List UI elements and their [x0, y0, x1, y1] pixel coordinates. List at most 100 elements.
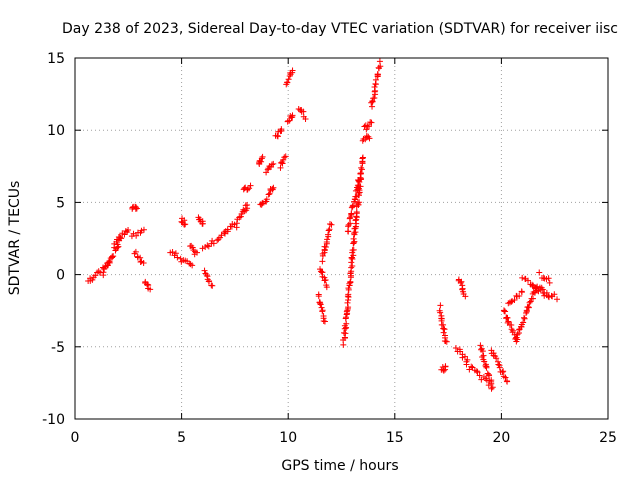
data-point [317, 301, 324, 308]
chart-title: Day 238 of 2023, Sidereal Day-to-day VTE… [62, 21, 618, 37]
data-point [442, 363, 449, 370]
data-point [344, 293, 351, 300]
data-point [302, 116, 309, 123]
x-axis-label: GPS time / hours [281, 458, 398, 474]
data-point [358, 166, 365, 173]
data-point [476, 372, 483, 379]
data-point [246, 185, 253, 192]
data-point [264, 166, 271, 173]
data-point [479, 348, 486, 355]
data-point [344, 299, 351, 306]
y-tick-label: 10 [47, 123, 65, 139]
data-point [499, 369, 506, 376]
data-point [237, 213, 244, 220]
data-point [289, 112, 296, 119]
data-point [199, 220, 206, 227]
data-point [462, 293, 469, 300]
data-point [343, 320, 350, 327]
data-point [341, 329, 348, 336]
data-point [488, 380, 495, 387]
data-point [437, 302, 444, 309]
data-point [342, 314, 349, 321]
data-point [89, 276, 96, 283]
data-point [511, 297, 518, 304]
data-point [554, 296, 561, 303]
data-point [493, 355, 500, 362]
data-point [520, 319, 527, 326]
data-point [355, 183, 362, 190]
data-point [315, 293, 322, 300]
plot-frame [74, 57, 609, 420]
data-point [473, 368, 480, 375]
data-point [121, 231, 128, 238]
data-point [543, 289, 550, 296]
data-point [354, 200, 361, 207]
data-point [174, 254, 181, 261]
data-point [371, 94, 378, 101]
data-point [280, 156, 287, 163]
data-point [282, 153, 289, 160]
data-point [514, 336, 521, 343]
data-point [258, 158, 265, 165]
data-point [189, 262, 196, 269]
data-point [285, 76, 292, 83]
data-point [106, 258, 113, 265]
x-tick-label: 5 [177, 430, 186, 446]
y-tick-label: -5 [51, 340, 65, 356]
data-point [244, 186, 251, 193]
data-point [354, 182, 361, 189]
data-point [372, 87, 379, 94]
data-point [117, 233, 124, 240]
data-point [209, 282, 216, 289]
data-point [350, 235, 357, 242]
data-point [214, 237, 221, 244]
data-point [502, 374, 509, 381]
data-point [134, 253, 141, 260]
y-tick-label: -10 [42, 412, 65, 428]
data-point [318, 304, 325, 311]
data-point [210, 240, 217, 247]
data-point [133, 232, 140, 239]
data-point [352, 196, 359, 203]
data-point [319, 258, 326, 265]
data-point [356, 199, 363, 206]
data-point [137, 258, 144, 265]
data-point [369, 103, 376, 110]
data-point [323, 284, 330, 291]
data-point [367, 119, 374, 126]
data-point [177, 255, 184, 262]
data-point [483, 364, 490, 371]
data-point [244, 205, 251, 212]
data-point [322, 244, 329, 251]
data-point [536, 269, 543, 276]
data-point [463, 361, 470, 368]
data-point [320, 318, 327, 325]
data-point [201, 267, 208, 274]
data-point [359, 155, 366, 162]
data-point [521, 314, 528, 321]
data-point [352, 187, 359, 194]
data-point [458, 278, 465, 285]
data-point [169, 248, 176, 255]
data-point [357, 170, 364, 177]
y-tick-label: 5 [56, 195, 65, 211]
data-point [358, 164, 365, 171]
data-point [353, 210, 360, 217]
data-point [328, 221, 335, 228]
data-point [194, 249, 201, 256]
axis-ticks: 0 5 10 15 20 25 -10 -5 0 5 10 15 [42, 51, 617, 446]
data-point [300, 108, 307, 115]
data-point [247, 182, 254, 189]
data-point [342, 330, 349, 337]
data-point [479, 354, 486, 361]
x-tick-label: 10 [279, 430, 297, 446]
data-point [322, 277, 329, 284]
x-tick-label: 15 [386, 430, 404, 446]
data-point [353, 193, 360, 200]
data-point [349, 202, 356, 209]
data-point [110, 253, 117, 260]
data-point [100, 272, 107, 279]
data-point [224, 226, 231, 233]
data-point [533, 287, 540, 294]
